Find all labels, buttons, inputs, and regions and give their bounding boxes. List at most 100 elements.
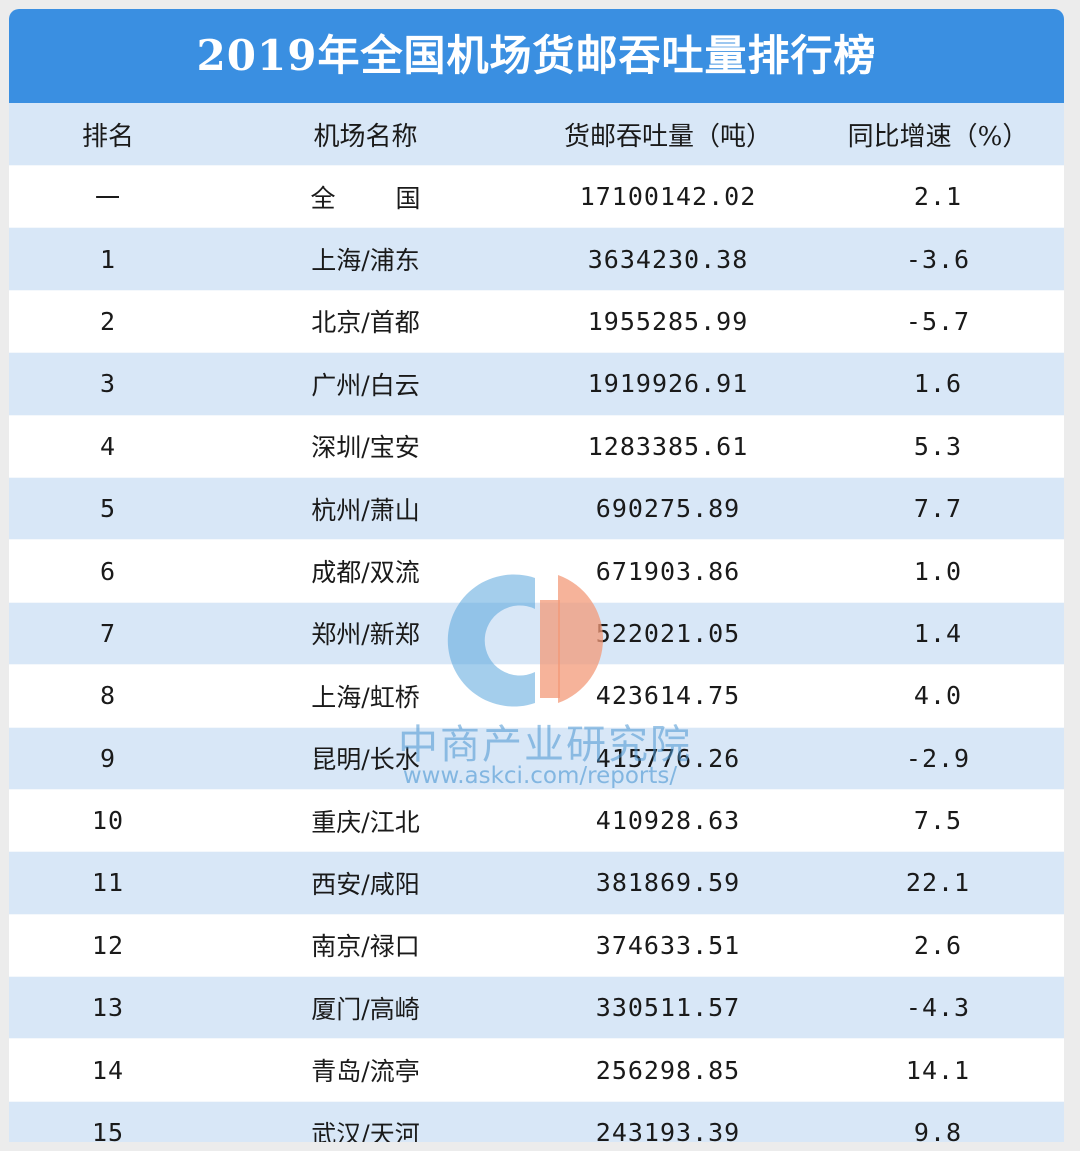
airport-name-cell-text: 广州/白云 bbox=[311, 370, 420, 400]
airport-name-cell-text: 厦门/高崎 bbox=[311, 994, 420, 1024]
volume-cell-text: 17100142.02 bbox=[579, 182, 757, 212]
ranking-panel: 2019年全国机场货邮吞吐量排行榜 排名 机场名称 货邮吞吐量（吨） 同比增速（… bbox=[9, 9, 1064, 1142]
table-body: 一 全国 17100142.02 2.1 1 上海/浦东 3634230.38 -3.6 2 北京… bbox=[9, 165, 1064, 1142]
volume-cell-text: 690275.89 bbox=[595, 494, 741, 524]
airport-name-cell: 厦门/高崎 bbox=[207, 976, 524, 1040]
rank-cell-text: 10 bbox=[91, 806, 125, 836]
volume-cell: 410928.63 bbox=[524, 789, 812, 853]
volume-cell-text: 1955285.99 bbox=[587, 306, 749, 336]
growth-cell: -3.6 bbox=[812, 227, 1064, 291]
volume-cell: 381869.59 bbox=[524, 851, 812, 915]
airport-name-cell: 重庆/江北 bbox=[207, 789, 524, 853]
table-row: 11 西安/咸阳 381869.59 22.1 bbox=[9, 851, 1064, 915]
rank-cell: 8 bbox=[9, 664, 207, 728]
growth-cell-text: 22.1 bbox=[905, 868, 971, 898]
rank-cell-text: 3 bbox=[99, 369, 117, 399]
volume-cell-text: 1919926.91 bbox=[587, 369, 749, 399]
volume-cell-text: 243193.39 bbox=[595, 1118, 741, 1142]
rank-cell: 2 bbox=[9, 290, 207, 354]
table-row: 一 全国 17100142.02 2.1 bbox=[9, 165, 1064, 229]
volume-cell-text: 423614.75 bbox=[595, 681, 741, 711]
rank-cell: 12 bbox=[9, 914, 207, 978]
growth-cell: 22.1 bbox=[812, 851, 1064, 915]
volume-cell-text: 415776.26 bbox=[595, 743, 741, 773]
rank-cell-text: 6 bbox=[99, 556, 117, 586]
rank-cell: 9 bbox=[9, 727, 207, 790]
volume-cell: 522021.05 bbox=[524, 602, 812, 666]
rank-cell: 15 bbox=[9, 1101, 207, 1142]
growth-cell-text: -2.9 bbox=[905, 743, 971, 773]
growth-cell: 7.7 bbox=[812, 477, 1064, 541]
airport-name-cell: 上海/浦东 bbox=[207, 227, 524, 291]
airport-name-cell-text: 北京/首都 bbox=[311, 308, 420, 338]
growth-cell: -5.7 bbox=[812, 290, 1064, 354]
growth-cell-text: 2.6 bbox=[913, 930, 963, 960]
growth-cell: 5.3 bbox=[812, 415, 1064, 478]
rank-cell: 6 bbox=[9, 539, 207, 603]
growth-cell-text: 7.7 bbox=[913, 494, 963, 524]
airport-name-cell-text: 昆明/长水 bbox=[311, 745, 420, 775]
volume-cell-text: 381869.59 bbox=[595, 868, 741, 898]
ranking-table: 排名 机场名称 货邮吞吐量（吨） 同比增速（%） 一 全国 17100142.02 2… bbox=[9, 103, 1064, 1142]
column-header-airport: 机场名称 bbox=[207, 103, 524, 166]
volume-cell: 423614.75 bbox=[524, 664, 812, 728]
airport-name-cell: 西安/咸阳 bbox=[207, 851, 524, 915]
table-row: 7 郑州/新郑 522021.05 1.4 bbox=[9, 602, 1064, 666]
airport-name-cell: 上海/虹桥 bbox=[207, 664, 524, 728]
airport-name-cell-text: 深圳/宝安 bbox=[311, 433, 420, 463]
airport-name-cell: 昆明/长水 bbox=[207, 727, 524, 790]
rank-cell-text: 2 bbox=[99, 306, 117, 336]
table-row: 6 成都/双流 671903.86 1.0 bbox=[9, 539, 1064, 603]
airport-name-cell: 青岛/流亭 bbox=[207, 1038, 524, 1102]
airport-name-cell-text: 青岛/流亭 bbox=[311, 1057, 420, 1087]
growth-cell-text: 1.4 bbox=[913, 618, 963, 648]
growth-cell: -2.9 bbox=[812, 727, 1064, 790]
growth-cell: 1.4 bbox=[812, 602, 1064, 666]
volume-cell-text: 330511.57 bbox=[595, 993, 741, 1023]
table-row: 3 广州/白云 1919926.91 1.6 bbox=[9, 352, 1064, 416]
rank-cell: 7 bbox=[9, 602, 207, 666]
growth-cell-text: 9.8 bbox=[913, 1118, 963, 1142]
airport-name-cell-text: 全国 bbox=[310, 183, 481, 213]
airport-name-cell: 北京/首都 bbox=[207, 290, 524, 354]
growth-cell: 2.6 bbox=[812, 914, 1064, 978]
rank-cell-text: 11 bbox=[91, 868, 125, 898]
column-header-growth: 同比增速（%） bbox=[812, 103, 1064, 166]
table-row: 14 青岛/流亭 256298.85 14.1 bbox=[9, 1038, 1064, 1102]
airport-name-cell: 深圳/宝安 bbox=[207, 415, 524, 478]
volume-cell-text: 410928.63 bbox=[595, 806, 741, 836]
growth-cell: 4.0 bbox=[812, 664, 1064, 728]
table-header-row: 排名 机场名称 货邮吞吐量（吨） 同比增速（%） bbox=[9, 103, 1064, 166]
rank-cell: 10 bbox=[9, 789, 207, 853]
airport-name-cell: 郑州/新郑 bbox=[207, 602, 524, 666]
airport-name-cell: 广州/白云 bbox=[207, 352, 524, 416]
rank-cell: 4 bbox=[9, 415, 207, 478]
column-header-rank: 排名 bbox=[9, 103, 207, 166]
column-header-volume: 货邮吞吐量（吨） bbox=[524, 103, 812, 166]
rank-cell-text: 15 bbox=[91, 1118, 125, 1142]
growth-cell: 14.1 bbox=[812, 1038, 1064, 1102]
growth-cell-text: -3.6 bbox=[905, 244, 971, 274]
rank-cell: 14 bbox=[9, 1038, 207, 1102]
rank-cell-text: 13 bbox=[91, 993, 125, 1023]
airport-name-cell-text: 郑州/新郑 bbox=[311, 620, 420, 650]
airport-name-cell: 南京/禄口 bbox=[207, 914, 524, 978]
rank-cell: 5 bbox=[9, 477, 207, 541]
volume-cell: 1955285.99 bbox=[524, 290, 812, 354]
growth-cell: -4.3 bbox=[812, 976, 1064, 1040]
volume-cell: 1919926.91 bbox=[524, 352, 812, 416]
growth-cell: 1.0 bbox=[812, 539, 1064, 603]
airport-name-cell-text: 南京/禄口 bbox=[311, 932, 420, 962]
airport-name-cell-text: 西安/咸阳 bbox=[311, 869, 420, 899]
volume-cell: 374633.51 bbox=[524, 914, 812, 978]
growth-cell-text: -4.3 bbox=[905, 993, 971, 1023]
volume-cell: 17100142.02 bbox=[524, 165, 812, 229]
rank-cell: 1 bbox=[9, 227, 207, 291]
airport-name-cell-text: 重庆/江北 bbox=[311, 807, 420, 837]
growth-cell-text: 1.6 bbox=[913, 369, 963, 399]
growth-cell-text: 2.1 bbox=[913, 182, 963, 212]
rank-cell: 13 bbox=[9, 976, 207, 1040]
volume-cell: 671903.86 bbox=[524, 539, 812, 603]
growth-cell-text: -5.7 bbox=[905, 306, 971, 336]
airport-name-cell-text: 上海/虹桥 bbox=[311, 682, 420, 712]
